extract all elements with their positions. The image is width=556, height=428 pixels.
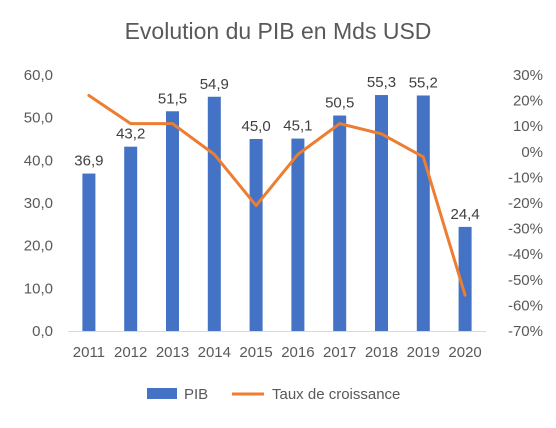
bar-data-label: 54,9 [200, 76, 229, 93]
bar-data-label: 45,0 [241, 118, 270, 135]
bar-pib [82, 173, 96, 331]
bar-pib [333, 115, 347, 332]
y-right-tick-label: -40% [508, 246, 543, 263]
bar-data-label: 24,4 [450, 206, 479, 223]
bar-pib [249, 139, 263, 331]
y-right-tick-label: -10% [508, 169, 543, 186]
bar-pib [124, 146, 138, 331]
x-tick-label: 2015 [239, 344, 272, 361]
x-tick-label: 2017 [323, 344, 356, 361]
y-left-tick-label: 10,0 [24, 280, 53, 297]
y-left-tick-label: 60,0 [24, 67, 53, 84]
bar-pib [375, 95, 388, 331]
y-right-tick-label: 10% [513, 118, 543, 135]
x-tick-label: 2016 [281, 344, 314, 361]
bar-pib [166, 111, 179, 332]
y-left-tick-label: 0,0 [32, 323, 53, 340]
y-right-tick-label: -70% [508, 323, 543, 340]
y-right-tick-label: 20% [513, 93, 543, 110]
legend-swatch-pib [147, 388, 177, 399]
bar-data-label: 55,3 [367, 74, 396, 91]
bar-pib [291, 138, 305, 331]
y-left-tick-label: 50,0 [24, 110, 53, 127]
legend-label-growth: Taux de croissance [272, 386, 400, 403]
x-tick-label: 2018 [365, 344, 398, 361]
x-tick-label: 2019 [407, 344, 440, 361]
x-tick-label: 2014 [198, 344, 231, 361]
y-right-tick-label: 30% [513, 67, 543, 84]
bar-data-label: 43,2 [116, 126, 145, 143]
x-tick-label: 2013 [156, 344, 189, 361]
y-right-tick-label: -60% [508, 297, 543, 314]
bar-pib [458, 226, 472, 331]
bar-pib [207, 96, 221, 331]
bar-data-label: 45,1 [283, 118, 312, 135]
chart-title: Evolution du PIB en Mds USD [124, 18, 432, 44]
x-tick-label: 2020 [448, 344, 481, 361]
bar-data-label: 55,2 [409, 74, 438, 91]
y-right-tick-label: -30% [508, 221, 543, 238]
bar-data-label: 51,5 [158, 90, 187, 107]
growth-rate-line [87, 93, 467, 297]
y-left-tick-label: 30,0 [24, 195, 53, 212]
y-right-tick-label: 0% [521, 144, 543, 161]
bar-pib [416, 95, 430, 331]
x-tick-label: 2012 [114, 344, 147, 361]
bar-data-label: 36,9 [74, 153, 103, 170]
y-left-tick-label: 20,0 [24, 238, 53, 255]
y-right-tick-label: -50% [508, 272, 543, 289]
x-tick-label: 2011 [73, 344, 105, 361]
y-left-tick-label: 40,0 [24, 152, 53, 169]
y-right-tick-label: -20% [508, 195, 543, 212]
bar-data-label: 50,5 [325, 95, 354, 112]
legend-label-pib: PIB [184, 386, 208, 403]
